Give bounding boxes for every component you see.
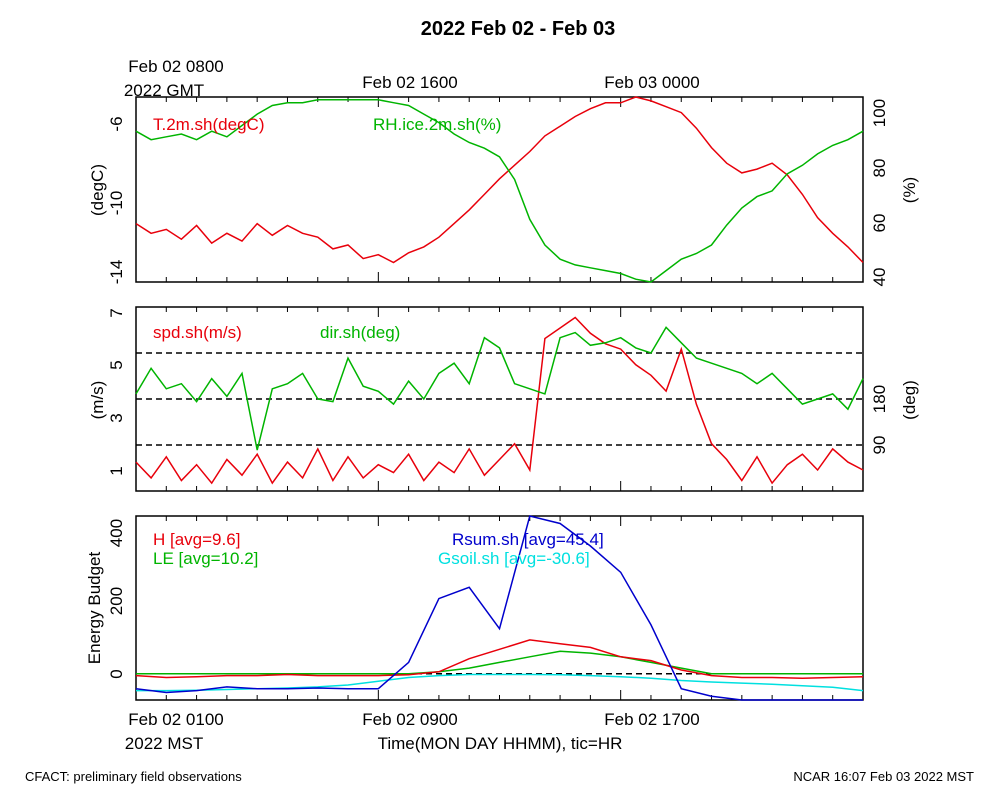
series-rh-line [135, 99, 864, 283]
top-time-label-1-line2: 2022 GMT [124, 81, 204, 100]
legend-t2m: T.2m.sh(degC) [153, 115, 264, 134]
legend-gsoil: Gsoil.sh [avg=-30.6] [438, 549, 590, 568]
footer-left: CFACT: preliminary field observations [25, 769, 242, 784]
panel2-ytick-right-2: 90 [870, 436, 889, 455]
panel2-ytick-right-1: 180 [870, 385, 889, 413]
panel1-ylabel-right: (%) [900, 177, 919, 203]
chart-title: 2022 Feb 02 - Feb 03 [421, 18, 616, 40]
panel3-ytick-left-2: 200 [107, 587, 126, 615]
panel2-ytick-left-4: 1 [107, 466, 126, 475]
panel3-ytick-left-1: 400 [107, 519, 126, 547]
panel2-ytick-left-1: 7 [107, 308, 126, 317]
series-spd-line [135, 316, 864, 485]
legend-spd: spd.sh(m/s) [153, 323, 242, 342]
series-t2m-line [135, 96, 864, 264]
legend-le: LE [avg=10.2] [153, 549, 258, 568]
series-rsum-line [135, 515, 863, 701]
top-time-label-3: Feb 03 0000 [604, 73, 699, 92]
panel2-ytick-left-2: 5 [107, 360, 126, 369]
panel3-ylabel-left: Energy Budget [85, 551, 104, 664]
panel1-ylabel-left: (degC) [88, 164, 107, 216]
panel-wind [135, 306, 864, 492]
panel2-ytick-left-3: 3 [107, 413, 126, 422]
legend-rh: RH.ice.2m.sh(%) [373, 115, 501, 134]
footer-right: NCAR 16:07 Feb 03 2022 MST [793, 769, 974, 784]
panel1-ytick-left-1: -6 [107, 116, 126, 131]
panel1-ytick-right-3: 60 [870, 214, 889, 233]
series-h-line [135, 639, 864, 679]
series-le-line [136, 650, 863, 675]
panel1-ytick-right-2: 80 [870, 159, 889, 178]
top-time-label-1-line1: Feb 02 0800 [128, 57, 223, 76]
panel1-ytick-left-2: -10 [107, 191, 126, 216]
bottom-time-label-1-line2: 2022 MST [125, 734, 203, 753]
panel3-ytick-left-3: 0 [107, 669, 126, 678]
legend-h: H [avg=9.6] [153, 530, 240, 549]
series-dir-line [135, 326, 864, 451]
x-axis-label: Time(MON DAY HHMM), tic=HR [378, 734, 623, 753]
legend-rsum: Rsum.sh [avg=45.4] [452, 530, 604, 549]
legend-dir: dir.sh(deg) [320, 323, 400, 342]
panel1-ytick-right-4: 40 [870, 268, 889, 287]
panel2-ylabel-right: (deg) [900, 380, 919, 420]
panel-temperature-humidity [135, 96, 864, 283]
panel1-ytick-left-3: -14 [107, 260, 126, 285]
panel1-ytick-right-1: 100 [870, 99, 889, 127]
panel2-ylabel-left: (m/s) [88, 381, 107, 420]
bottom-time-label-3: Feb 02 1700 [604, 710, 699, 729]
bottom-time-label-1-line1: Feb 02 0100 [128, 710, 223, 729]
bottom-time-label-2: Feb 02 0900 [362, 710, 457, 729]
panel-energy-budget [135, 515, 864, 701]
top-time-label-2: Feb 02 1600 [362, 73, 457, 92]
